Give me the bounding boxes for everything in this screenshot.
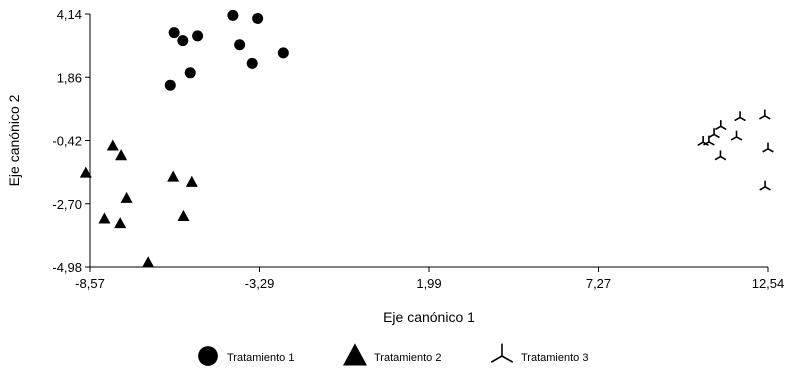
data-point-series-3 bbox=[759, 180, 771, 191]
data-point-series-1 bbox=[252, 12, 264, 24]
legend: Tratamiento 1 Tratamiento 2 Tratamiento 3 bbox=[198, 343, 588, 366]
legend-label: Tratamiento 1 bbox=[227, 352, 294, 364]
data-point-series-1 bbox=[184, 67, 196, 79]
legend-marker bbox=[198, 346, 218, 366]
legend-item: Tratamiento 3 bbox=[490, 343, 588, 364]
axes bbox=[89, 14, 768, 268]
data-point-series-3 bbox=[730, 130, 743, 141]
data-point-series-3 bbox=[714, 150, 727, 161]
data-point-series-1 bbox=[277, 47, 289, 59]
data-point-series-2 bbox=[106, 139, 119, 151]
y-tick-label: 1,86 bbox=[57, 70, 82, 85]
data-point-series-2 bbox=[120, 191, 133, 203]
data-point-series-2 bbox=[115, 149, 128, 161]
data-point-series-2 bbox=[177, 209, 190, 221]
data-point-series-1 bbox=[168, 27, 180, 39]
legend-label: Tratamiento 2 bbox=[374, 352, 441, 364]
data-point-series-2 bbox=[98, 212, 111, 224]
data-point-series-3 bbox=[714, 120, 727, 131]
x-tick-label: 7,27 bbox=[586, 276, 611, 291]
x-tick-label: -8,57 bbox=[75, 276, 105, 291]
y-tick-label: -4,98 bbox=[52, 260, 82, 275]
data-point-series-2 bbox=[79, 166, 92, 178]
x-tick-label: 12,54 bbox=[752, 276, 785, 291]
data-point-series-3 bbox=[762, 142, 774, 153]
y-tick-label: 4,14 bbox=[57, 7, 82, 22]
data-point-series-3 bbox=[708, 128, 720, 139]
data-point-series-2 bbox=[185, 175, 198, 187]
legend-item: Tratamiento 1 bbox=[198, 346, 294, 366]
legend-marker bbox=[490, 343, 514, 363]
x-axis-title: Eje canónico 1 bbox=[383, 309, 475, 325]
data-point-series-1 bbox=[177, 35, 189, 47]
legend-label: Tratamiento 3 bbox=[521, 352, 588, 364]
data-point-series-1 bbox=[234, 39, 246, 51]
data-point-series-2 bbox=[114, 217, 127, 229]
data-point-series-2 bbox=[142, 256, 155, 268]
data-point-series-3 bbox=[734, 111, 746, 122]
data-point-series-3 bbox=[758, 109, 771, 120]
data-point-series-1 bbox=[164, 79, 176, 91]
y-tick-label: -0,42 bbox=[52, 134, 82, 149]
data-point-series-2 bbox=[167, 170, 180, 182]
legend-item: Tratamiento 2 bbox=[343, 343, 441, 366]
ticks: -8,57 -3,29 1,99 7,27 12,54 4,14 1,86 -0,42 -2,7… bbox=[52, 7, 784, 291]
data-point-series-1 bbox=[192, 30, 204, 42]
x-tick-label: 1,99 bbox=[416, 276, 441, 291]
y-axis-title: Eje canónico 2 bbox=[6, 94, 22, 186]
x-tick-label: -3,29 bbox=[245, 276, 275, 291]
data-points bbox=[79, 9, 774, 268]
data-point-series-1 bbox=[227, 9, 239, 21]
y-tick-label: -2,70 bbox=[52, 197, 82, 212]
data-point-series-1 bbox=[246, 57, 258, 69]
legend-marker bbox=[343, 343, 367, 366]
